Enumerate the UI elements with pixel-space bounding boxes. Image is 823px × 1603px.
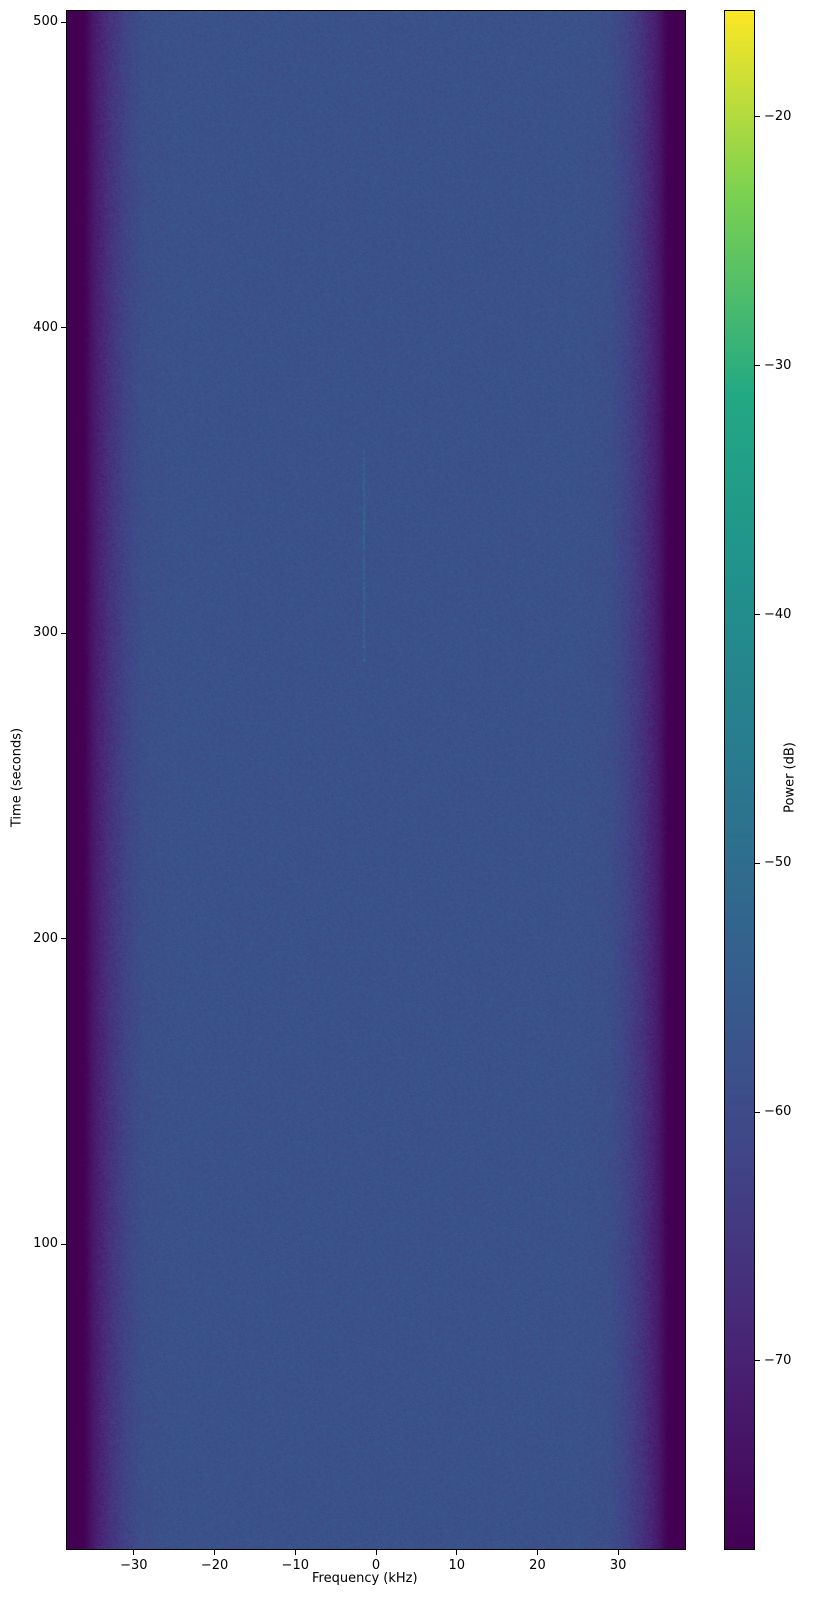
colorbar-tick-label: −60 bbox=[764, 1104, 792, 1120]
colorbar-tick-label: −50 bbox=[764, 855, 792, 871]
colorbar-tick-label: −70 bbox=[764, 1352, 792, 1368]
x-tick-label: 10 bbox=[448, 1558, 465, 1573]
x-tick-label: −20 bbox=[200, 1558, 229, 1573]
colorbar-tick bbox=[755, 1360, 760, 1362]
x-tick-label: −10 bbox=[281, 1558, 309, 1573]
colorbar-tick bbox=[755, 116, 760, 118]
y-tick bbox=[61, 21, 66, 23]
y-tick bbox=[61, 327, 66, 329]
x-tick-label: 0 bbox=[371, 1558, 381, 1573]
colorbar-tick bbox=[755, 862, 760, 864]
colorbar-tick bbox=[755, 614, 760, 616]
colorbar-tick bbox=[755, 365, 760, 367]
colorbar-tick-label: −30 bbox=[764, 357, 792, 373]
x-tick-label: 30 bbox=[609, 1558, 627, 1573]
colorbar-tick-label: −40 bbox=[764, 606, 792, 622]
spectrogram-plot-area bbox=[66, 10, 686, 1550]
y-axis-label: Time (seconds) bbox=[9, 727, 25, 828]
y-tick-label: 300 bbox=[33, 625, 58, 641]
x-tick bbox=[456, 1550, 458, 1555]
y-tick-label: 500 bbox=[33, 14, 58, 30]
x-tick bbox=[617, 1550, 619, 1555]
colorbar-frame bbox=[724, 10, 755, 1550]
spectrogram-heatmap bbox=[66, 10, 686, 1550]
y-tick bbox=[61, 938, 66, 940]
colorbar-label: Power (dB) bbox=[782, 742, 798, 813]
x-tick-label: −30 bbox=[120, 1558, 148, 1573]
y-tick-label: 400 bbox=[33, 319, 58, 335]
y-tick bbox=[61, 1243, 66, 1245]
x-tick bbox=[536, 1550, 538, 1555]
x-tick bbox=[214, 1550, 216, 1555]
x-tick-label: 20 bbox=[529, 1558, 546, 1573]
y-tick bbox=[61, 632, 66, 634]
colorbar-tick-label: −20 bbox=[764, 108, 792, 124]
colorbar-gradient bbox=[724, 10, 755, 1550]
y-tick-label: 200 bbox=[33, 930, 58, 946]
x-tick bbox=[133, 1550, 135, 1555]
colorbar bbox=[724, 10, 755, 1550]
colorbar-tick bbox=[755, 1111, 760, 1113]
y-tick-label: 100 bbox=[33, 1236, 58, 1252]
plot-frame bbox=[66, 10, 686, 1550]
x-tick bbox=[294, 1550, 296, 1555]
x-tick bbox=[375, 1550, 377, 1555]
x-axis-label: Frequency (kHz) bbox=[312, 1571, 418, 1586]
